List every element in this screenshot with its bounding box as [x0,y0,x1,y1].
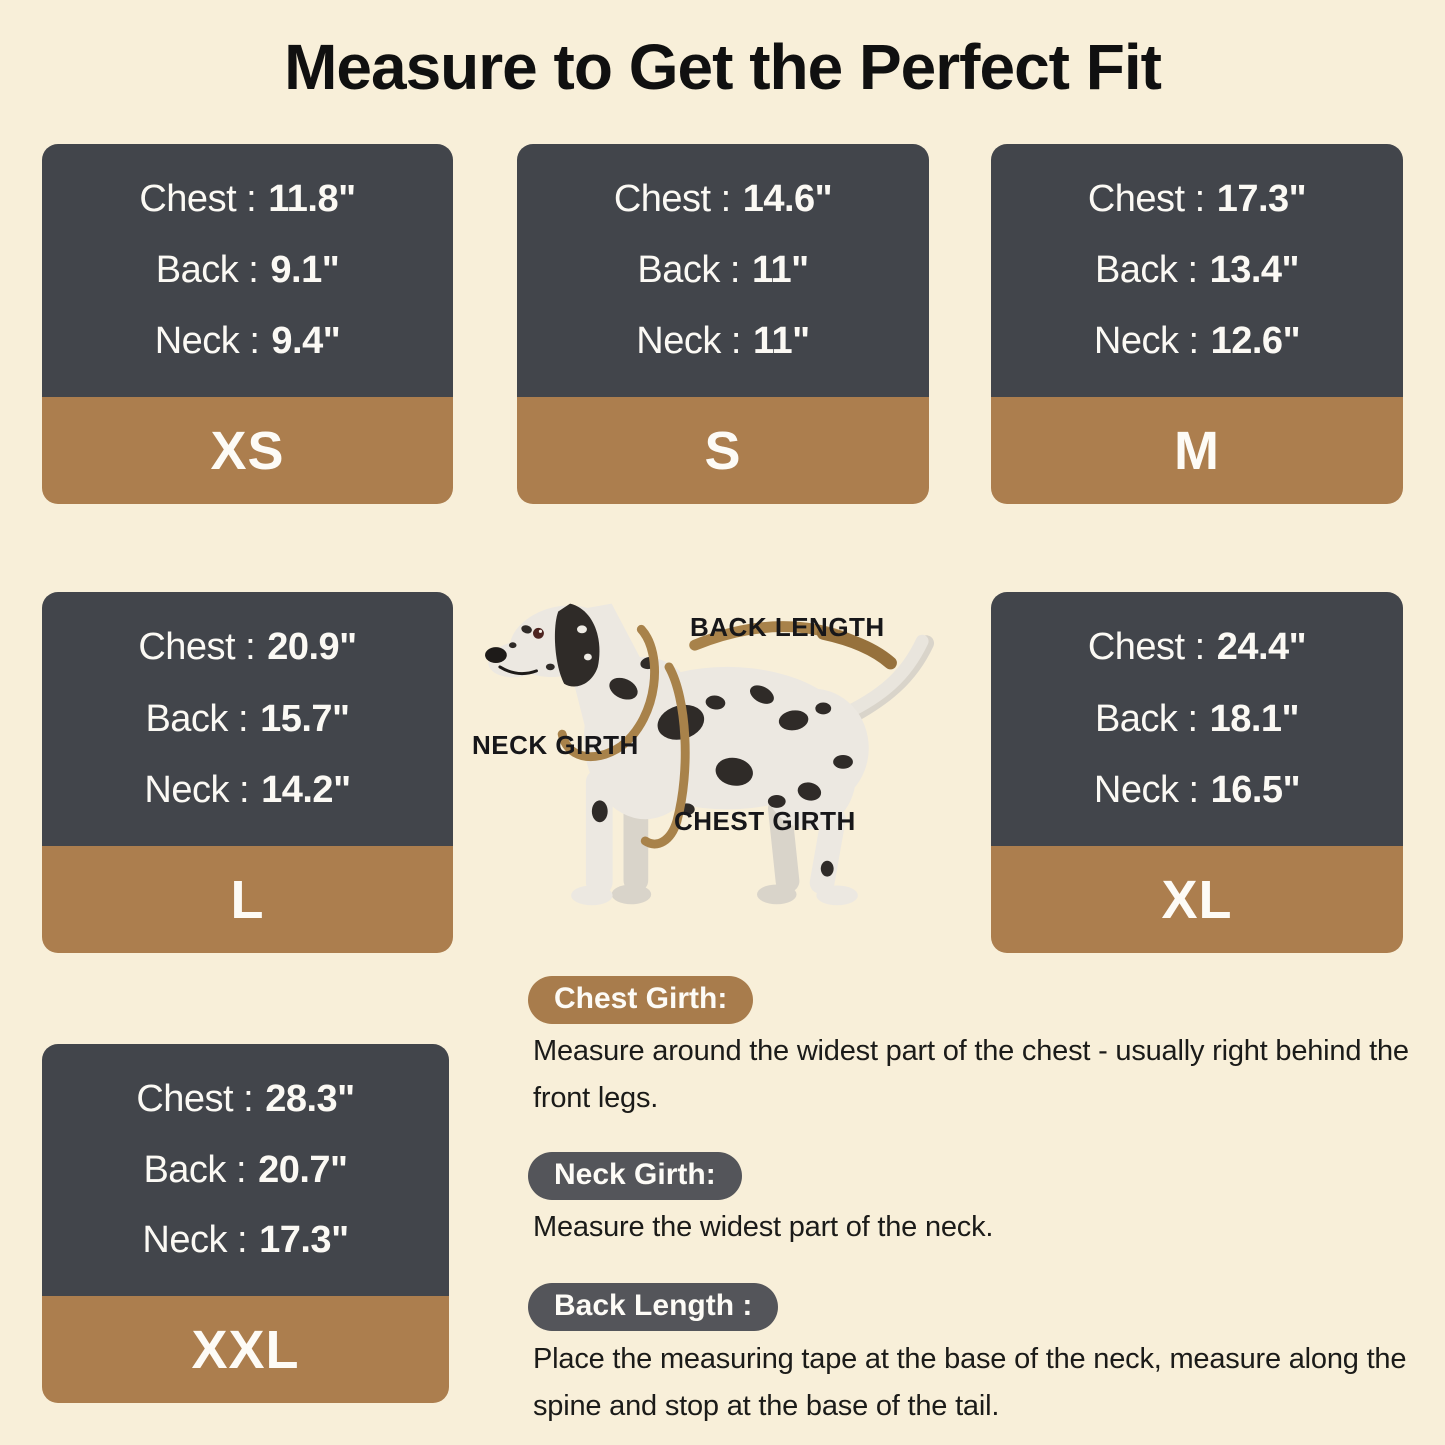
measurement-value: 14.2" [261,768,351,811]
measurement-row: Back : 9.1" [155,249,340,292]
neck-girth-heading-badge: Neck Girth: [528,1152,742,1200]
measurement-value: 11.8" [268,178,356,220]
size-badge-m: M [991,397,1403,504]
size-badge-s: S [517,397,929,504]
measurement-label: Chest : [139,178,257,220]
back-length-diagram-label: BACK LENGTH [690,612,885,642]
measurement-value: 13.4" [1209,249,1300,291]
measurement-value: 28.3" [265,1077,355,1120]
neck-girth-description: Measure the widest part of the neck. [533,1211,994,1243]
size-card-xl-measurements: Chest : 24.4" Back : 18.1" Neck : 16.5" [991,592,1403,846]
size-label: L [230,869,265,930]
measurement-value: 12.6" [1210,320,1301,362]
measurement-value: 18.1" [1209,697,1300,740]
measurement-row: Back : 13.4" [1094,249,1300,292]
size-label: XXL [191,1319,300,1380]
size-card-s-measurements: Chest :14.6" Back :11" Neck :11" [517,144,929,397]
size-card-m: Chest : 17.3" Back : 13.4" Neck : 12.6" M [991,144,1403,504]
measurement-value: 11" [753,320,810,362]
neck-girth-diagram-label: NECK GIRTH [472,730,639,760]
measurement-row: Back : 18.1" [1094,697,1300,741]
size-card-l-measurements: Chest : 20.9" Back : 15.7" Neck : 14.2" [42,592,453,846]
measurement-label: Chest : [613,178,731,220]
badge-label: Back Length : [554,1289,753,1322]
measurement-label: Chest : [138,626,256,669]
measurement-label: Chest : [1087,178,1205,220]
measurement-row: Chest : 14.6" [613,178,833,221]
size-card-xl: Chest : 24.4" Back : 18.1" Neck : 16.5" XL [991,592,1403,953]
chest-girth-diagram-label: CHEST GIRTH [674,806,856,836]
measurement-value: 16.5" [1210,768,1301,811]
dalmatian-dog-graphic [485,603,935,906]
measurement-row: Chest : 28.3" [136,1077,355,1121]
back-length-description: Place the measuring tape at the base of … [533,1343,1407,1422]
measurement-row: Back : 20.7" [143,1148,348,1192]
measurement-value: 15.7" [260,697,350,740]
page-title: Measure to Get the Perfect Fit [284,31,1162,103]
size-card-xs-measurements: Chest : 11.8" Back : 9.1" Neck : 9.4" [42,144,453,397]
measurement-value: 20.7" [258,1148,348,1191]
back-length-heading-badge: Back Length : [528,1283,779,1331]
measurement-value: 20.9" [267,626,357,669]
chest-girth-heading-badge: Chest Girth: [528,976,754,1024]
measurement-value: 17.3" [259,1219,349,1262]
measurement-row: Back : 11" [637,249,809,292]
measurement-label: Back : [145,697,249,740]
measurement-row: Chest : 24.4" [1087,626,1307,669]
measurement-row: Back : 15.7" [145,697,350,741]
size-label: XS [210,420,285,481]
size-label: S [704,420,742,481]
measurement-label: Back : [155,249,259,291]
dog-illustration [475,572,950,928]
badge-label: Chest Girth: [554,982,728,1015]
measurement-label: Neck : [144,768,250,811]
measurement-value: 24.4" [1216,626,1307,669]
measurement-label: Back : [637,249,740,291]
measurement-label: Back : [1094,697,1198,740]
size-card-s: Chest :14.6" Back :11" Neck :11" S [517,144,929,504]
measurement-row: Chest : 20.9" [138,626,357,669]
size-badge-xl: XL [991,846,1403,953]
measurement-value: 17.3" [1216,178,1307,220]
measurement-value: 11" [751,249,809,291]
badge-label: Neck Girth: [554,1158,716,1191]
measurement-label: Neck : [1093,320,1199,362]
size-label: XL [1161,869,1233,930]
measurement-value: 14.6" [742,178,833,220]
size-card-l: Chest : 20.9" Back : 15.7" Neck : 14.2" L [42,592,453,953]
measurement-row: Neck : 9.4" [155,320,341,363]
measurement-label: Neck : [142,1219,248,1262]
size-badge-xs: XS [42,397,453,504]
measurement-value: 9.4" [271,320,341,362]
size-badge-xxl: XXL [42,1296,449,1403]
size-card-m-measurements: Chest : 17.3" Back : 13.4" Neck : 12.6" [991,144,1403,397]
measurement-label: Chest : [1087,626,1205,669]
measurement-row: Chest : 11.8" [139,178,356,221]
measurement-row: Chest : 17.3" [1087,178,1307,221]
measurement-label: Neck : [154,320,260,362]
measurement-label: Chest : [136,1077,254,1120]
measurement-label: Neck : [636,320,741,362]
size-card-xxl: Chest : 28.3" Back : 20.7" Neck : 17.3" XXL [42,1044,449,1403]
measurement-label: Back : [1094,249,1198,291]
measurement-row: Neck : 17.3" [142,1219,349,1262]
measurement-row: Neck : 12.6" [1093,320,1301,363]
size-label: M [1174,420,1220,481]
measurement-row: Neck : 11" [636,320,810,363]
size-badge-l: L [42,846,453,953]
measurement-row: Neck : 16.5" [1093,768,1301,812]
measurement-value: 9.1" [270,249,340,291]
measurement-row: Neck : 14.2" [144,768,351,812]
size-card-xxl-measurements: Chest : 28.3" Back : 20.7" Neck : 17.3" [42,1044,449,1296]
chest-girth-description: Measure around the widest part of the ch… [533,1035,1409,1114]
measurement-label: Neck : [1093,768,1199,811]
size-card-xs: Chest : 11.8" Back : 9.1" Neck : 9.4" XS [42,144,453,504]
measurement-label: Back : [143,1148,247,1191]
